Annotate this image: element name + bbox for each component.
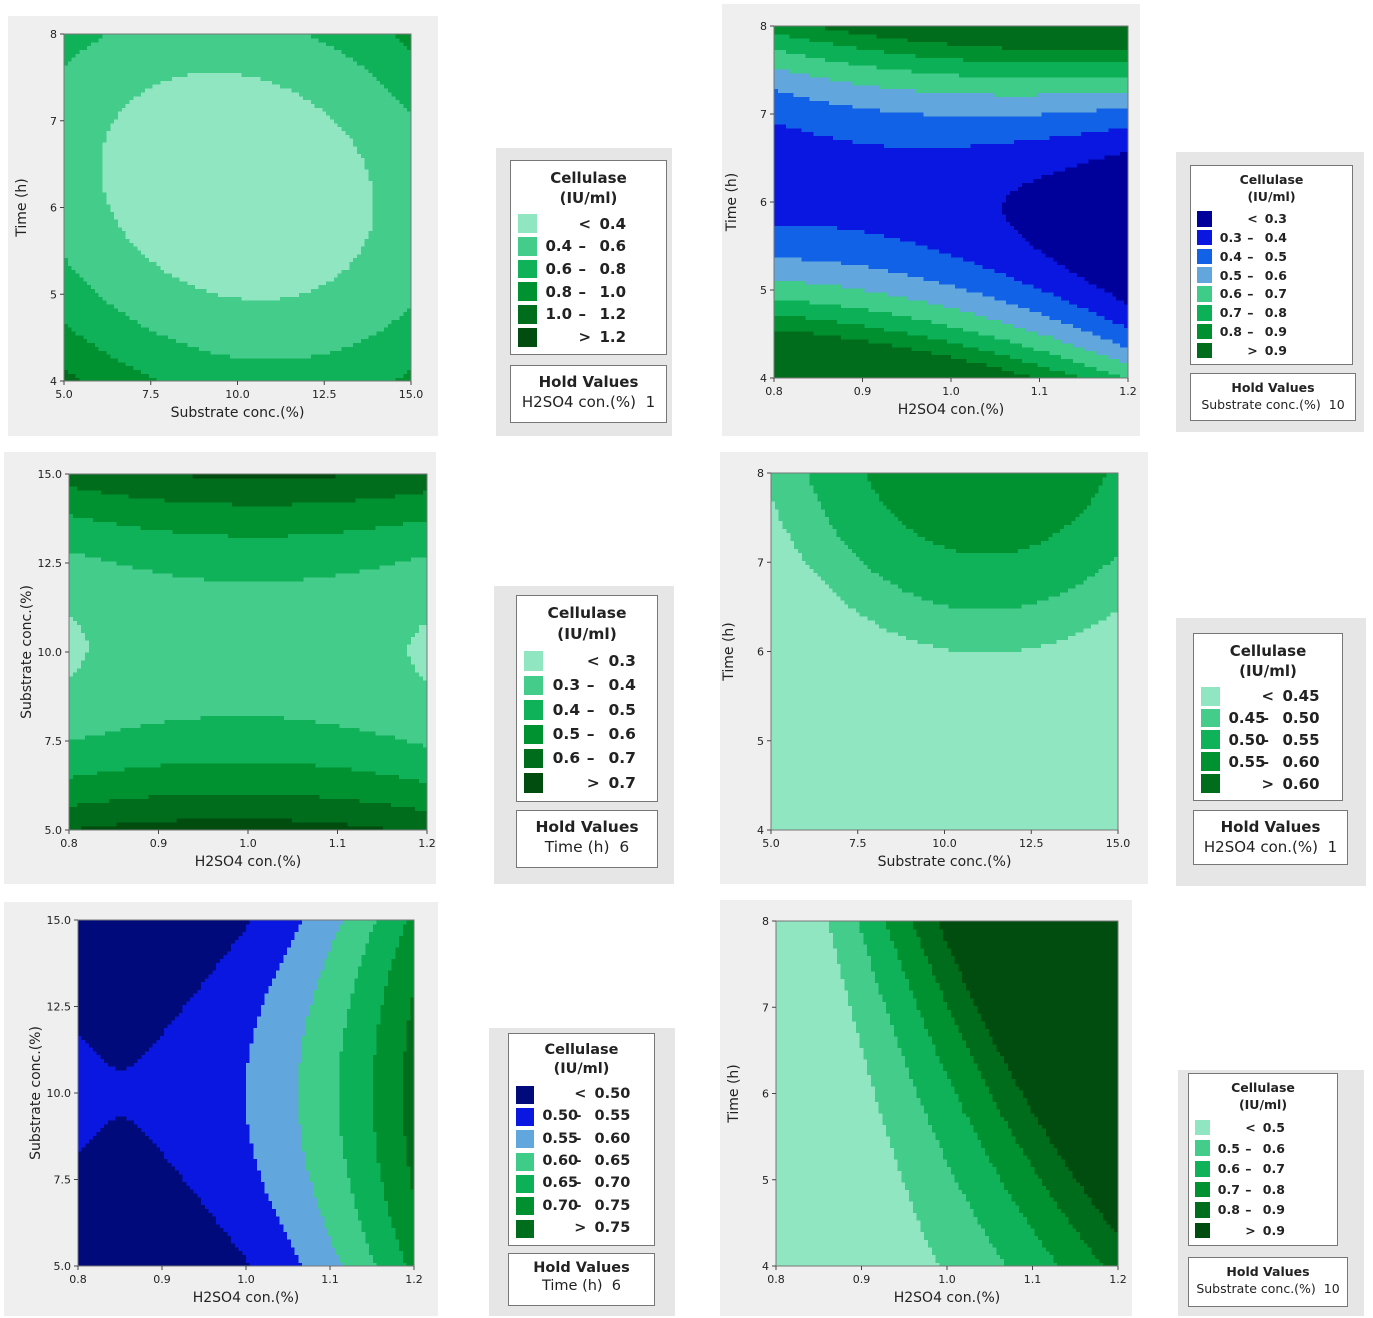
legend-range-operator: > xyxy=(1245,1223,1255,1238)
contour-fill-6 xyxy=(776,921,1119,1267)
legend-row: >0.9 xyxy=(1189,1220,1337,1241)
legend-range-high: 0.9 xyxy=(1263,1202,1285,1217)
legend-range-low: 0.8 xyxy=(1218,1202,1240,1217)
legend-6: Cellulase (IU/ml) <0.5 0.5–0.6 0.6–0.7 0.7–0.… xyxy=(1188,1073,1338,1246)
x-tick-label: 0.9 xyxy=(853,1273,871,1286)
legend-range-low: 0.6 xyxy=(1218,1161,1240,1176)
legend-swatch xyxy=(1195,1120,1211,1136)
legend-range-high: 0.5 xyxy=(1263,1120,1285,1135)
legend-range-high: 0.9 xyxy=(1263,1223,1285,1238)
hold-variable-label: Substrate conc.(%) xyxy=(1196,1281,1316,1296)
legend-title-line: Cellulase xyxy=(1189,1080,1337,1097)
y-tick-label: 5 xyxy=(762,1174,769,1187)
legend-title-line: (IU/ml) xyxy=(1189,1097,1337,1114)
legend-swatch xyxy=(1195,1140,1211,1156)
hold-variable-value: 10 xyxy=(1324,1281,1340,1296)
legend-swatch xyxy=(1195,1202,1211,1218)
x-tick-label: 1.0 xyxy=(938,1273,956,1286)
legend-row: 0.5–0.6 xyxy=(1189,1138,1337,1159)
legend-range-operator: – xyxy=(1245,1182,1251,1197)
hold-values-title: Hold Values xyxy=(1189,1264,1347,1279)
legend-range-low: 0.5 xyxy=(1218,1141,1240,1156)
hold-values-6: Hold Values Substrate conc.(%) 10 xyxy=(1188,1257,1348,1307)
legend-range-low: 0.7 xyxy=(1218,1182,1240,1197)
legend-range-operator: < xyxy=(1245,1120,1255,1135)
y-tick-label: 4 xyxy=(762,1260,769,1273)
legend-range-high: 0.8 xyxy=(1263,1182,1285,1197)
legend-row: 0.6–0.7 xyxy=(1189,1159,1337,1180)
y-tick-label: 7 xyxy=(762,1001,769,1014)
legend-range-operator: – xyxy=(1245,1202,1251,1217)
legend-swatch xyxy=(1195,1223,1211,1239)
legend-row: <0.5 xyxy=(1189,1117,1337,1138)
x-tick-label: 0.8 xyxy=(767,1273,785,1286)
hold-values-row: Substrate conc.(%) 10 xyxy=(1189,1281,1347,1296)
y-axis-label: Time (h) xyxy=(726,1064,742,1124)
legend-row: 0.7–0.8 xyxy=(1189,1179,1337,1200)
hold-spacer xyxy=(1316,1281,1324,1296)
y-tick-label: 6 xyxy=(762,1088,769,1101)
legend-range-high: 0.7 xyxy=(1263,1161,1285,1176)
legend-swatch xyxy=(1195,1161,1211,1177)
x-axis-label: H2SO4 con.(%) xyxy=(894,1290,1001,1306)
y-tick-label: 8 xyxy=(762,915,769,928)
x-tick-label: 1.1 xyxy=(1024,1273,1042,1286)
x-tick-label: 1.2 xyxy=(1109,1273,1127,1286)
legend-row: 0.8–0.9 xyxy=(1189,1200,1337,1221)
legend-title: Cellulase (IU/ml) xyxy=(1189,1074,1337,1113)
legend-swatch xyxy=(1195,1182,1211,1198)
legend-range-high: 0.6 xyxy=(1263,1141,1285,1156)
legend-range-operator: – xyxy=(1245,1141,1251,1156)
legend-range-operator: – xyxy=(1245,1161,1251,1176)
